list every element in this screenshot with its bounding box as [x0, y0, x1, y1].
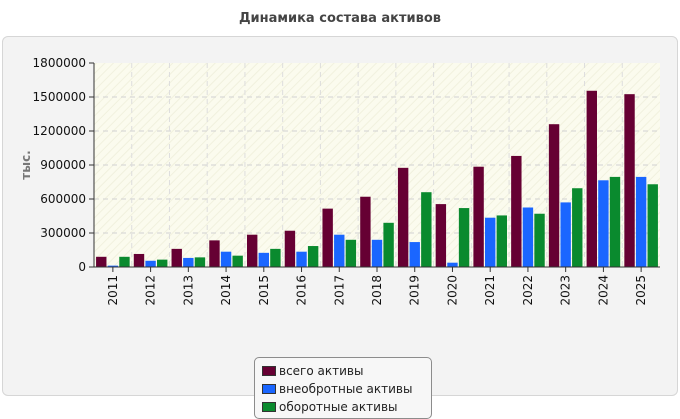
bar-2011-series-0: [96, 256, 107, 267]
bar-2013-series-0: [171, 248, 182, 267]
y-tick-label: 1200000: [33, 124, 86, 138]
bar-2019-series-1: [409, 242, 420, 267]
bar-2014-series-1: [220, 251, 232, 267]
legend-swatch-total-assets: [262, 366, 276, 376]
legend-label-total-assets: всего активы: [279, 364, 364, 378]
bar-2017-series-2: [345, 239, 357, 267]
legend-label-current-assets: оборотные активы: [279, 400, 398, 414]
bar-2022-series-0: [511, 155, 522, 267]
legend-item-total-assets: всего активы: [262, 362, 431, 380]
y-tick-label: 1500000: [33, 90, 86, 104]
chart-panel: 0 300000 600000 900000 1200000 1500000 1800000…: [2, 36, 678, 419]
bar-2025-series-2: [647, 184, 658, 267]
bar-2015-series-1: [258, 252, 269, 267]
x-tick-label: 2014: [219, 275, 233, 306]
bar-2014-series-2: [232, 255, 243, 267]
bar-2014-series-0: [209, 240, 220, 267]
bar-2016-series-0: [284, 230, 296, 267]
legend-swatch-current-assets: [262, 402, 276, 412]
x-tick-label: 2016: [295, 275, 309, 306]
bar-2016-series-2: [307, 246, 319, 267]
x-tick-label: 2019: [408, 275, 422, 306]
bar-2018-series-0: [360, 196, 371, 267]
x-tick-label: 2013: [181, 275, 195, 306]
x-tick-label: 2024: [596, 275, 610, 306]
bar-2012-series-1: [145, 260, 156, 267]
bar-2012-series-0: [133, 253, 145, 267]
bar-2011-series-1: [107, 265, 119, 267]
x-tick-label: 2025: [634, 275, 648, 306]
bar-2012-series-2: [157, 259, 168, 267]
y-tick-label: 600000: [40, 192, 86, 206]
x-tick-label: 2023: [559, 275, 573, 306]
bar-2013-series-2: [194, 257, 206, 267]
legend: всего активы внеобротные активы оборотны…: [254, 357, 432, 419]
bar-2018-series-1: [371, 239, 383, 267]
bar-2017-series-0: [322, 208, 333, 267]
legend-item-noncurrent-assets: внеобротные активы: [262, 380, 431, 398]
y-tick-label: 1800000: [33, 56, 86, 70]
bar-2020-series-0: [435, 204, 447, 267]
x-tick-label: 2020: [445, 275, 459, 306]
bar-2024-series-1: [598, 180, 609, 267]
x-tick-label: 2018: [370, 275, 384, 306]
x-tick-label: 2015: [257, 275, 271, 306]
bar-2025-series-0: [624, 94, 635, 267]
bar-2023-series-0: [548, 124, 560, 267]
x-tick-label: 2021: [483, 275, 497, 306]
bar-2020-series-1: [447, 262, 458, 267]
x-tick-label: 2012: [144, 275, 158, 306]
bar-2025-series-1: [635, 176, 647, 267]
bar-2021-series-0: [473, 166, 484, 267]
bar-2018-series-2: [383, 222, 394, 267]
bar-2021-series-2: [496, 215, 507, 267]
chart-svg: 0 300000 600000 900000 1200000 1500000 1800000…: [19, 56, 660, 306]
bar-2024-series-0: [586, 90, 597, 267]
legend-label-noncurrent-assets: внеобротные активы: [279, 382, 413, 396]
bar-2015-series-0: [247, 234, 258, 267]
y-tick-label: 0: [78, 260, 86, 274]
y-tick-label: 300000: [40, 226, 86, 240]
bar-2023-series-1: [560, 202, 571, 267]
bar-2021-series-1: [485, 217, 496, 267]
bar-2022-series-2: [534, 213, 545, 267]
bar-2015-series-2: [270, 248, 281, 267]
bar-2016-series-1: [296, 251, 307, 267]
bar-2019-series-0: [397, 167, 409, 267]
y-tick-label: 900000: [40, 158, 86, 172]
bar-2020-series-2: [458, 208, 470, 267]
chart-title: Динамика состава активов: [238, 11, 442, 26]
bar-2019-series-2: [421, 192, 432, 267]
bar-2017-series-1: [334, 234, 345, 267]
x-tick-label: 2022: [521, 275, 535, 306]
x-tick-label: 2011: [106, 275, 120, 306]
x-tick-label: 2017: [332, 275, 346, 306]
y-axis-label: тыс.: [19, 150, 33, 179]
bar-2013-series-1: [183, 257, 194, 267]
bar-2023-series-2: [572, 188, 583, 267]
bar-2022-series-1: [522, 207, 534, 267]
bar-2024-series-2: [609, 176, 621, 267]
bar-2011-series-2: [119, 256, 130, 267]
legend-swatch-noncurrent-assets: [262, 384, 276, 394]
legend-item-current-assets: оборотные активы: [262, 398, 431, 416]
